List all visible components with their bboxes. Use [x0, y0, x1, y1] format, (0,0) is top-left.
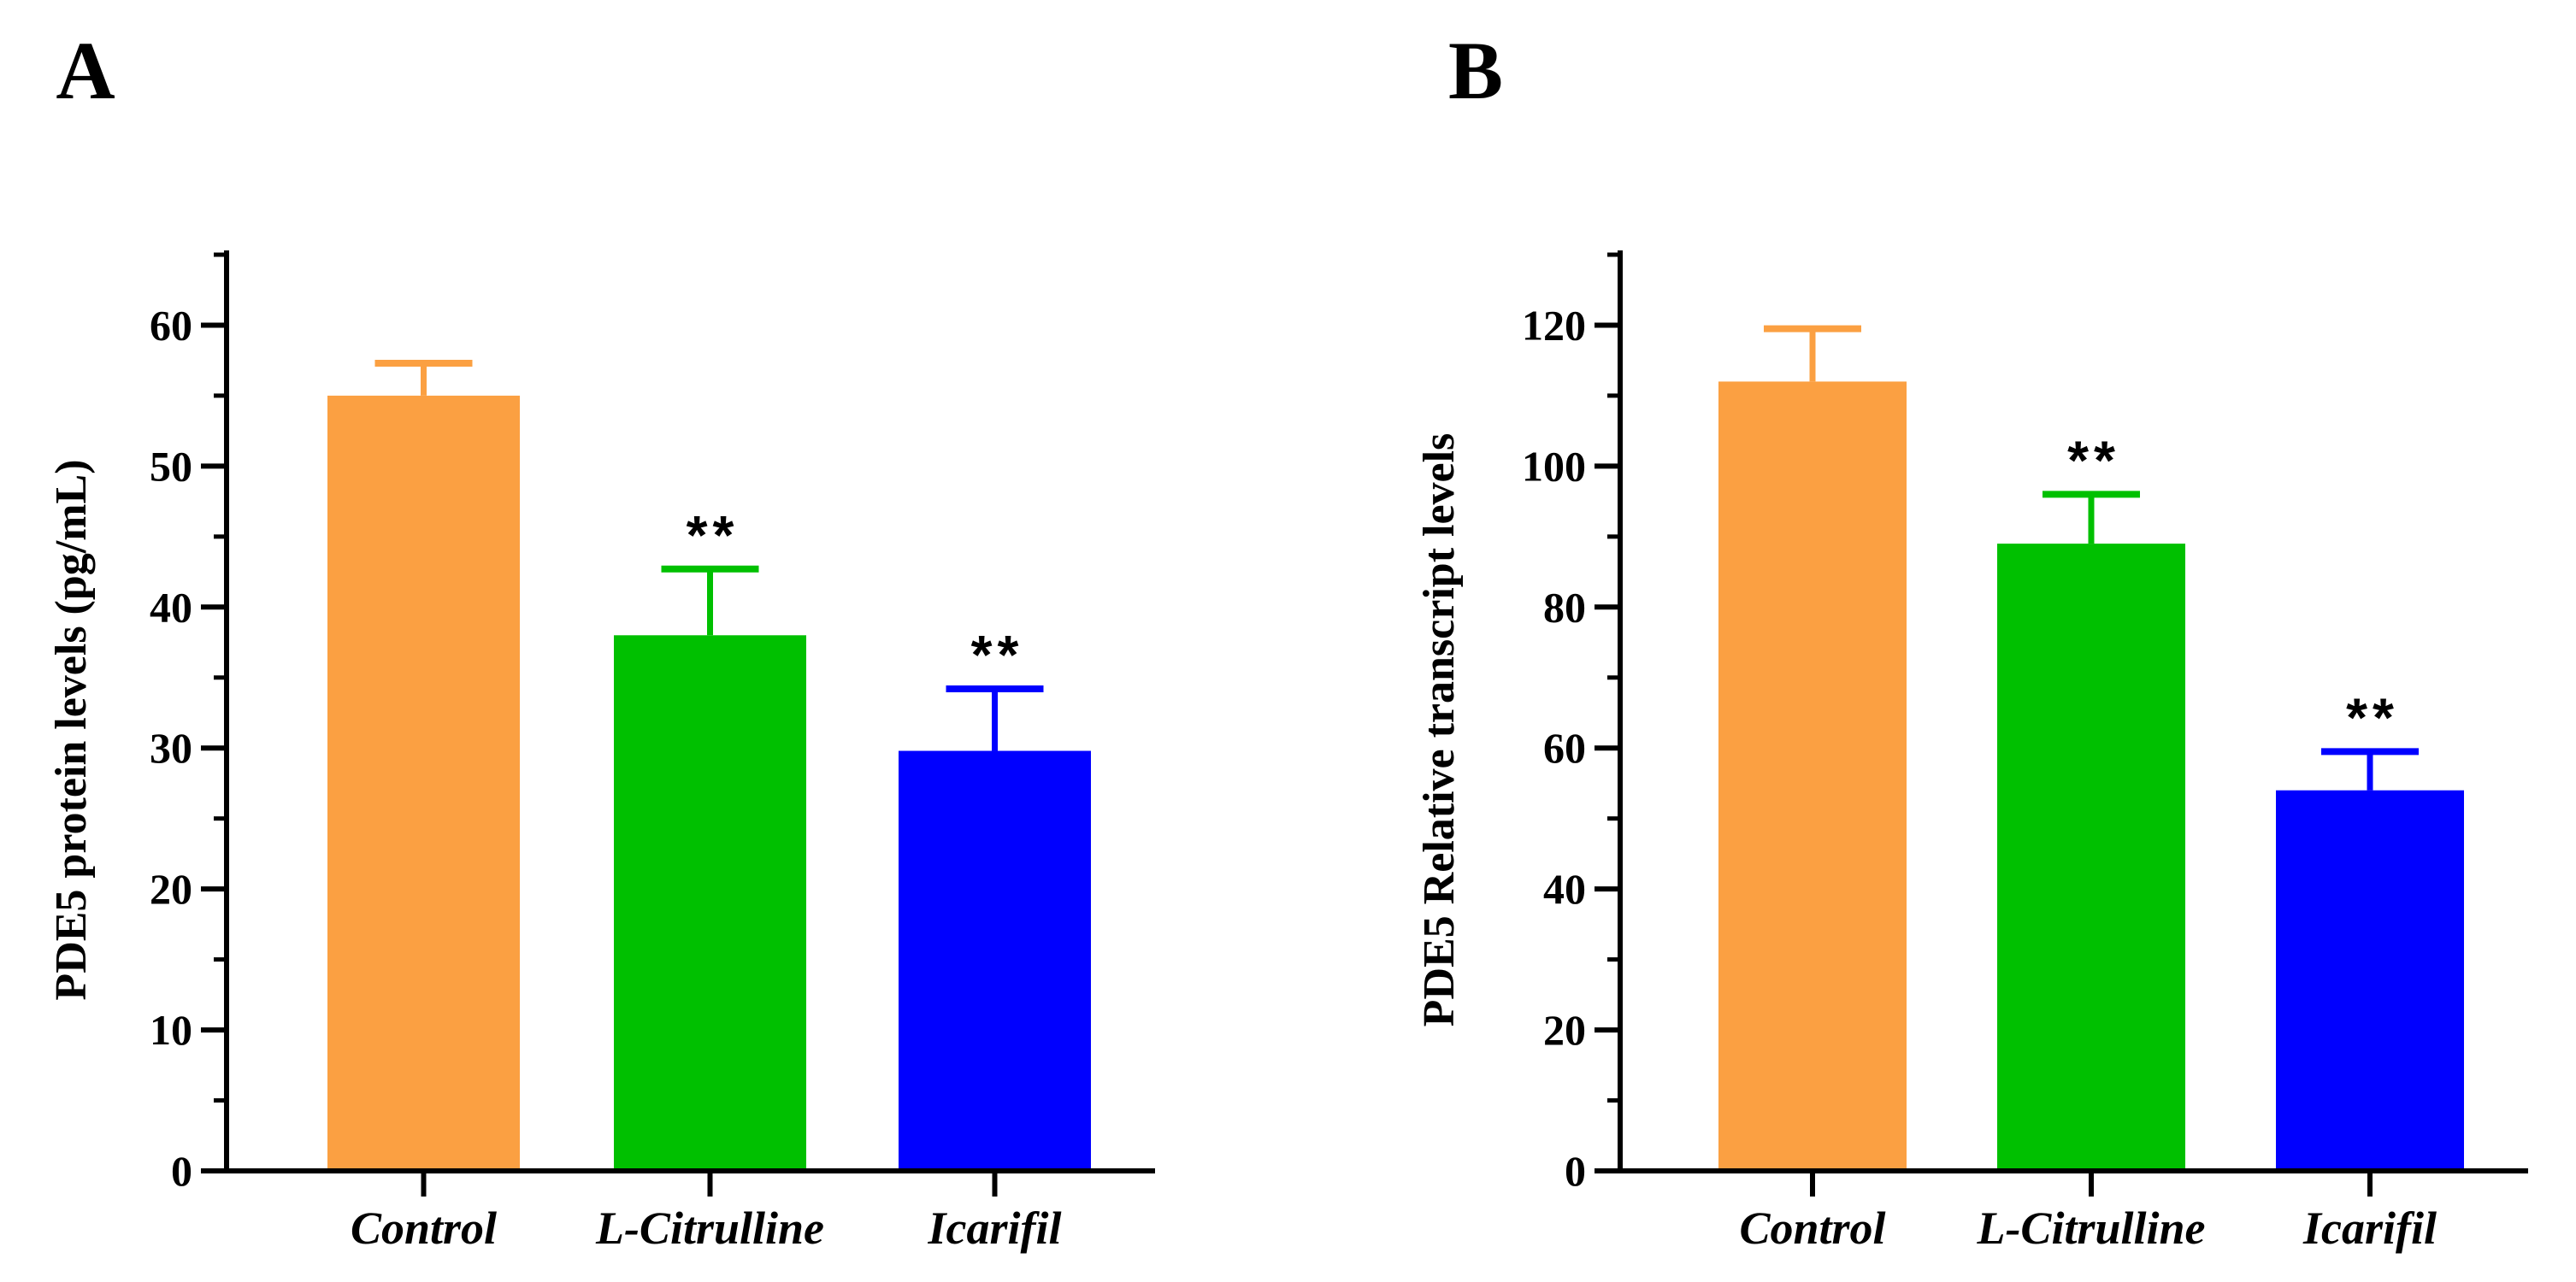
significance-marker: **: [2067, 429, 2120, 491]
panel-label: B: [1448, 25, 1503, 116]
y-tick-label: 0: [1565, 1147, 1586, 1195]
bar: [1718, 381, 1907, 1171]
chart-panel-a: A Control ** L-Citrulline ** Icarifil 0 10 20 30 4…: [47, 25, 1155, 1254]
y-tick-label: 50: [150, 442, 192, 490]
y-tick-label: 60: [150, 301, 192, 349]
significance-marker: **: [687, 504, 740, 566]
bar: [327, 395, 520, 1171]
x-tick-label: Icarifil: [928, 1203, 1062, 1254]
y-tick-label: 20: [1543, 1006, 1586, 1054]
y-tick-label: 0: [171, 1147, 192, 1195]
x-tick-label: Icarifil: [2302, 1203, 2437, 1254]
y-tick-label: 80: [1543, 583, 1586, 631]
y-tick-label: 100: [1522, 442, 1586, 490]
x-tick-label: Control: [351, 1203, 497, 1254]
chart-panel-b: B Control ** L-Citrulline ** Icarifil 0 20 40 60 8…: [1415, 25, 2528, 1254]
bar: [1997, 544, 2185, 1171]
y-tick-label: 120: [1522, 301, 1586, 349]
panel-label: A: [56, 25, 115, 116]
y-tick-label: 10: [150, 1006, 192, 1054]
y-axis-title: PDE5 Relative transcript levels: [1415, 433, 1464, 1027]
significance-marker: **: [971, 624, 1024, 685]
y-tick-label: 40: [1543, 865, 1586, 913]
y-tick-label: 20: [150, 865, 192, 913]
bar: [899, 750, 1091, 1171]
significance-marker: **: [2346, 686, 2399, 748]
x-tick-label: Control: [1739, 1203, 1885, 1254]
x-tick-label: L-Citrulline: [595, 1203, 824, 1254]
x-tick-label: L-Citrulline: [1976, 1203, 2205, 1254]
y-tick-label: 30: [150, 724, 192, 772]
y-tick-label: 40: [150, 583, 192, 631]
bar: [2276, 790, 2464, 1171]
y-tick-label: 60: [1543, 724, 1586, 772]
bar: [614, 635, 806, 1171]
y-axis-title: PDE5 protein levels (pg/mL): [47, 459, 96, 1000]
